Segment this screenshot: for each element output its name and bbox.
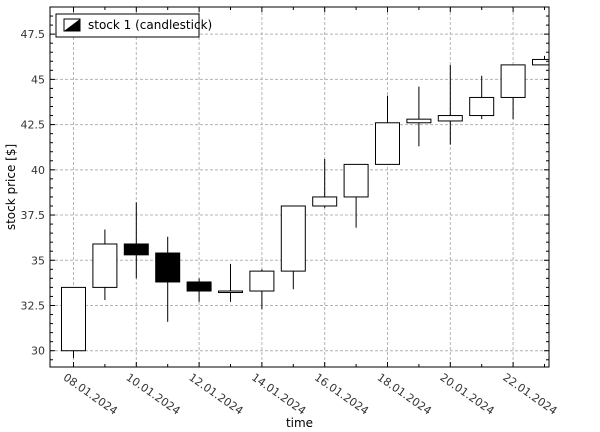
plot-frame	[49, 6, 550, 368]
x-tick-label: 22.01.2024	[500, 371, 559, 418]
candle-body	[61, 286, 86, 352]
legend-label-stock-1: stock 1 (candlestick)	[88, 18, 212, 32]
candle-body	[280, 205, 306, 272]
candle-body	[312, 196, 338, 207]
candle-body	[218, 290, 243, 294]
candle-body	[469, 96, 495, 117]
candle-body	[186, 281, 212, 292]
candle-body	[123, 243, 149, 256]
candle-body	[406, 118, 432, 124]
x-tick-label: 14.01.2024	[249, 371, 308, 418]
y-tick-label: 47.5	[21, 28, 46, 41]
legend: stock 1 (candlestick)	[55, 13, 212, 38]
y-axis-title: stock price [$]	[4, 144, 18, 230]
x-axis: 08.01.2024 10.01.2024 12.01.2024 14.01.2024…	[61, 7, 559, 418]
x-tick-label: 08.01.2024	[61, 371, 120, 418]
candle-body	[249, 270, 275, 292]
legend-swatch-fill	[64, 19, 80, 31]
x-tick-label: 20.01.2024	[438, 371, 497, 418]
y-tick-label: 30	[31, 345, 45, 358]
y-tick-label: 45	[31, 73, 45, 86]
candle-body	[343, 163, 369, 198]
x-tick-label: 18.01.2024	[375, 371, 434, 418]
grid-lines	[50, 7, 549, 367]
y-tick-label: 35	[31, 254, 45, 267]
y-tick-label: 42.5	[21, 119, 46, 132]
y-tick-label: 32.5	[21, 299, 46, 312]
x-tick-label: 10.01.2024	[124, 371, 183, 418]
candles	[61, 55, 549, 358]
candle-body	[437, 115, 463, 122]
x-tick-label: 16.01.2024	[312, 371, 371, 418]
x-tick-label: 12.01.2024	[186, 371, 245, 418]
y-axis: 30 32.5 35 37.5 40 42.5 45 47.5	[21, 6, 549, 361]
y-tick-label: 37.5	[21, 209, 46, 222]
y-tick-label: 40	[31, 164, 45, 177]
legend-box	[55, 13, 200, 38]
candle-body	[500, 64, 526, 98]
x-axis-title: time	[286, 416, 313, 430]
candle-body	[375, 122, 400, 165]
candle-body	[532, 58, 549, 66]
candle-body	[92, 243, 118, 288]
candle-body	[155, 252, 181, 283]
